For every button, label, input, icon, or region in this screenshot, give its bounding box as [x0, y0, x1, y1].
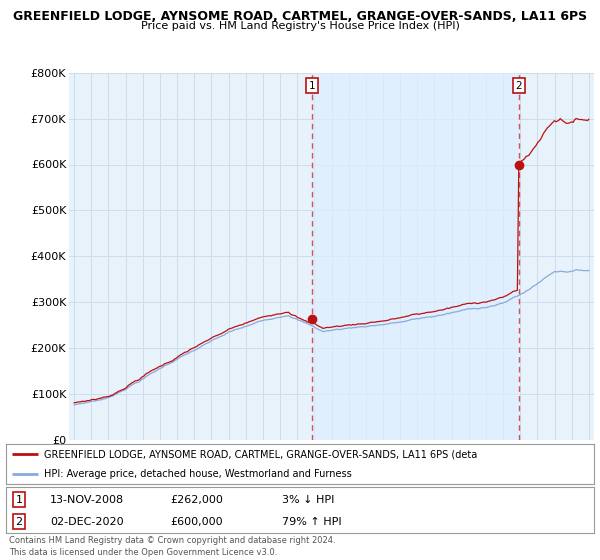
Text: £600,000: £600,000	[170, 517, 223, 526]
Text: HPI: Average price, detached house, Westmorland and Furness: HPI: Average price, detached house, West…	[44, 469, 352, 479]
Text: 79% ↑ HPI: 79% ↑ HPI	[283, 517, 342, 526]
Text: 3% ↓ HPI: 3% ↓ HPI	[283, 494, 335, 505]
Text: 13-NOV-2008: 13-NOV-2008	[50, 494, 124, 505]
Text: 2: 2	[16, 517, 22, 526]
Text: 1: 1	[309, 81, 316, 91]
Text: Price paid vs. HM Land Registry's House Price Index (HPI): Price paid vs. HM Land Registry's House …	[140, 21, 460, 31]
Text: £262,000: £262,000	[170, 494, 224, 505]
Text: GREENFIELD LODGE, AYNSOME ROAD, CARTMEL, GRANGE-OVER-SANDS, LA11 6PS (deta: GREENFIELD LODGE, AYNSOME ROAD, CARTMEL,…	[44, 449, 478, 459]
Text: GREENFIELD LODGE, AYNSOME ROAD, CARTMEL, GRANGE-OVER-SANDS, LA11 6PS: GREENFIELD LODGE, AYNSOME ROAD, CARTMEL,…	[13, 10, 587, 23]
Text: 02-DEC-2020: 02-DEC-2020	[50, 517, 124, 526]
Text: Contains HM Land Registry data © Crown copyright and database right 2024.
This d: Contains HM Land Registry data © Crown c…	[9, 536, 335, 557]
Text: 2: 2	[515, 81, 522, 91]
Text: 1: 1	[16, 494, 22, 505]
Bar	[312, 73, 519, 440]
